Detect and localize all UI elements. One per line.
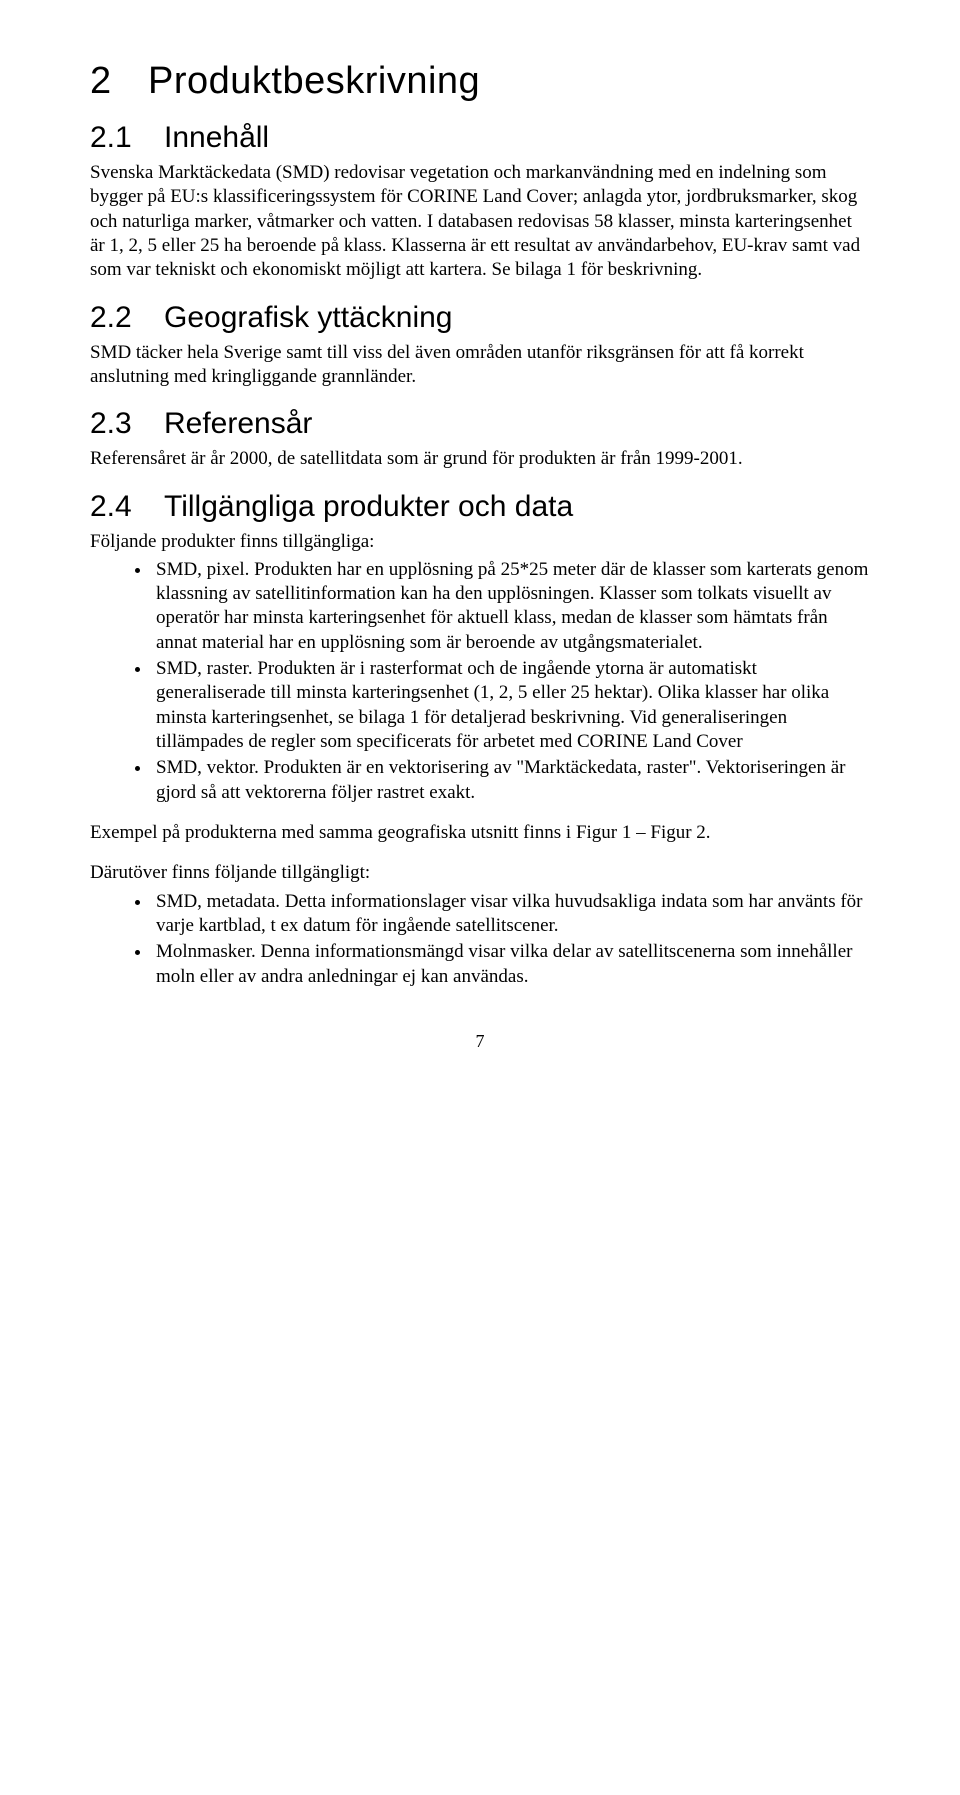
heading-2-4-number: 2.4 [90,490,164,524]
heading-2-1-title: Innehåll [164,121,269,154]
heading-1-number: 2 [90,60,148,103]
section-2-4-example: Exempel på produkterna med samma geograf… [90,821,870,845]
product-list-2: SMD, metadata. Detta informationslager v… [90,890,870,989]
heading-2-4: 2.4Tillgängliga produkter och data [90,490,870,524]
heading-2-2-number: 2.2 [90,301,164,335]
list-item: SMD, vektor. Produkten är en vektoriseri… [152,756,870,805]
heading-2-1-number: 2.1 [90,121,164,155]
heading-2-2-title: Geografisk yttäckning [164,301,452,334]
list-item: SMD, pixel. Produkten har en upplösning … [152,558,870,655]
section-2-3-paragraph: Referensåret är år 2000, de satellitdata… [90,447,870,471]
heading-1: 2Produktbeskrivning [90,60,870,103]
heading-1-title: Produktbeskrivning [148,60,480,102]
page-number: 7 [90,1031,870,1052]
section-2-4-intro: Följande produkter finns tillgängliga: [90,530,870,554]
section-2-4-additional: Därutöver finns följande tillgängligt: [90,861,870,885]
heading-2-3: 2.3Referensår [90,407,870,441]
heading-2-3-number: 2.3 [90,407,164,441]
page: 2Produktbeskrivning 2.1Innehåll Svenska … [0,0,960,1092]
list-item: SMD, raster. Produkten är i rasterformat… [152,657,870,754]
product-list-1: SMD, pixel. Produkten har en upplösning … [90,558,870,805]
heading-2-1: 2.1Innehåll [90,121,870,155]
list-item: SMD, metadata. Detta informationslager v… [152,890,870,939]
heading-2-4-title: Tillgängliga produkter och data [164,490,573,523]
section-2-2-paragraph: SMD täcker hela Sverige samt till viss d… [90,341,870,390]
list-item: Molnmasker. Denna informationsmängd visa… [152,940,870,989]
section-2-1-paragraph: Svenska Marktäckedata (SMD) redovisar ve… [90,161,870,283]
heading-2-2: 2.2Geografisk yttäckning [90,301,870,335]
heading-2-3-title: Referensår [164,407,312,440]
